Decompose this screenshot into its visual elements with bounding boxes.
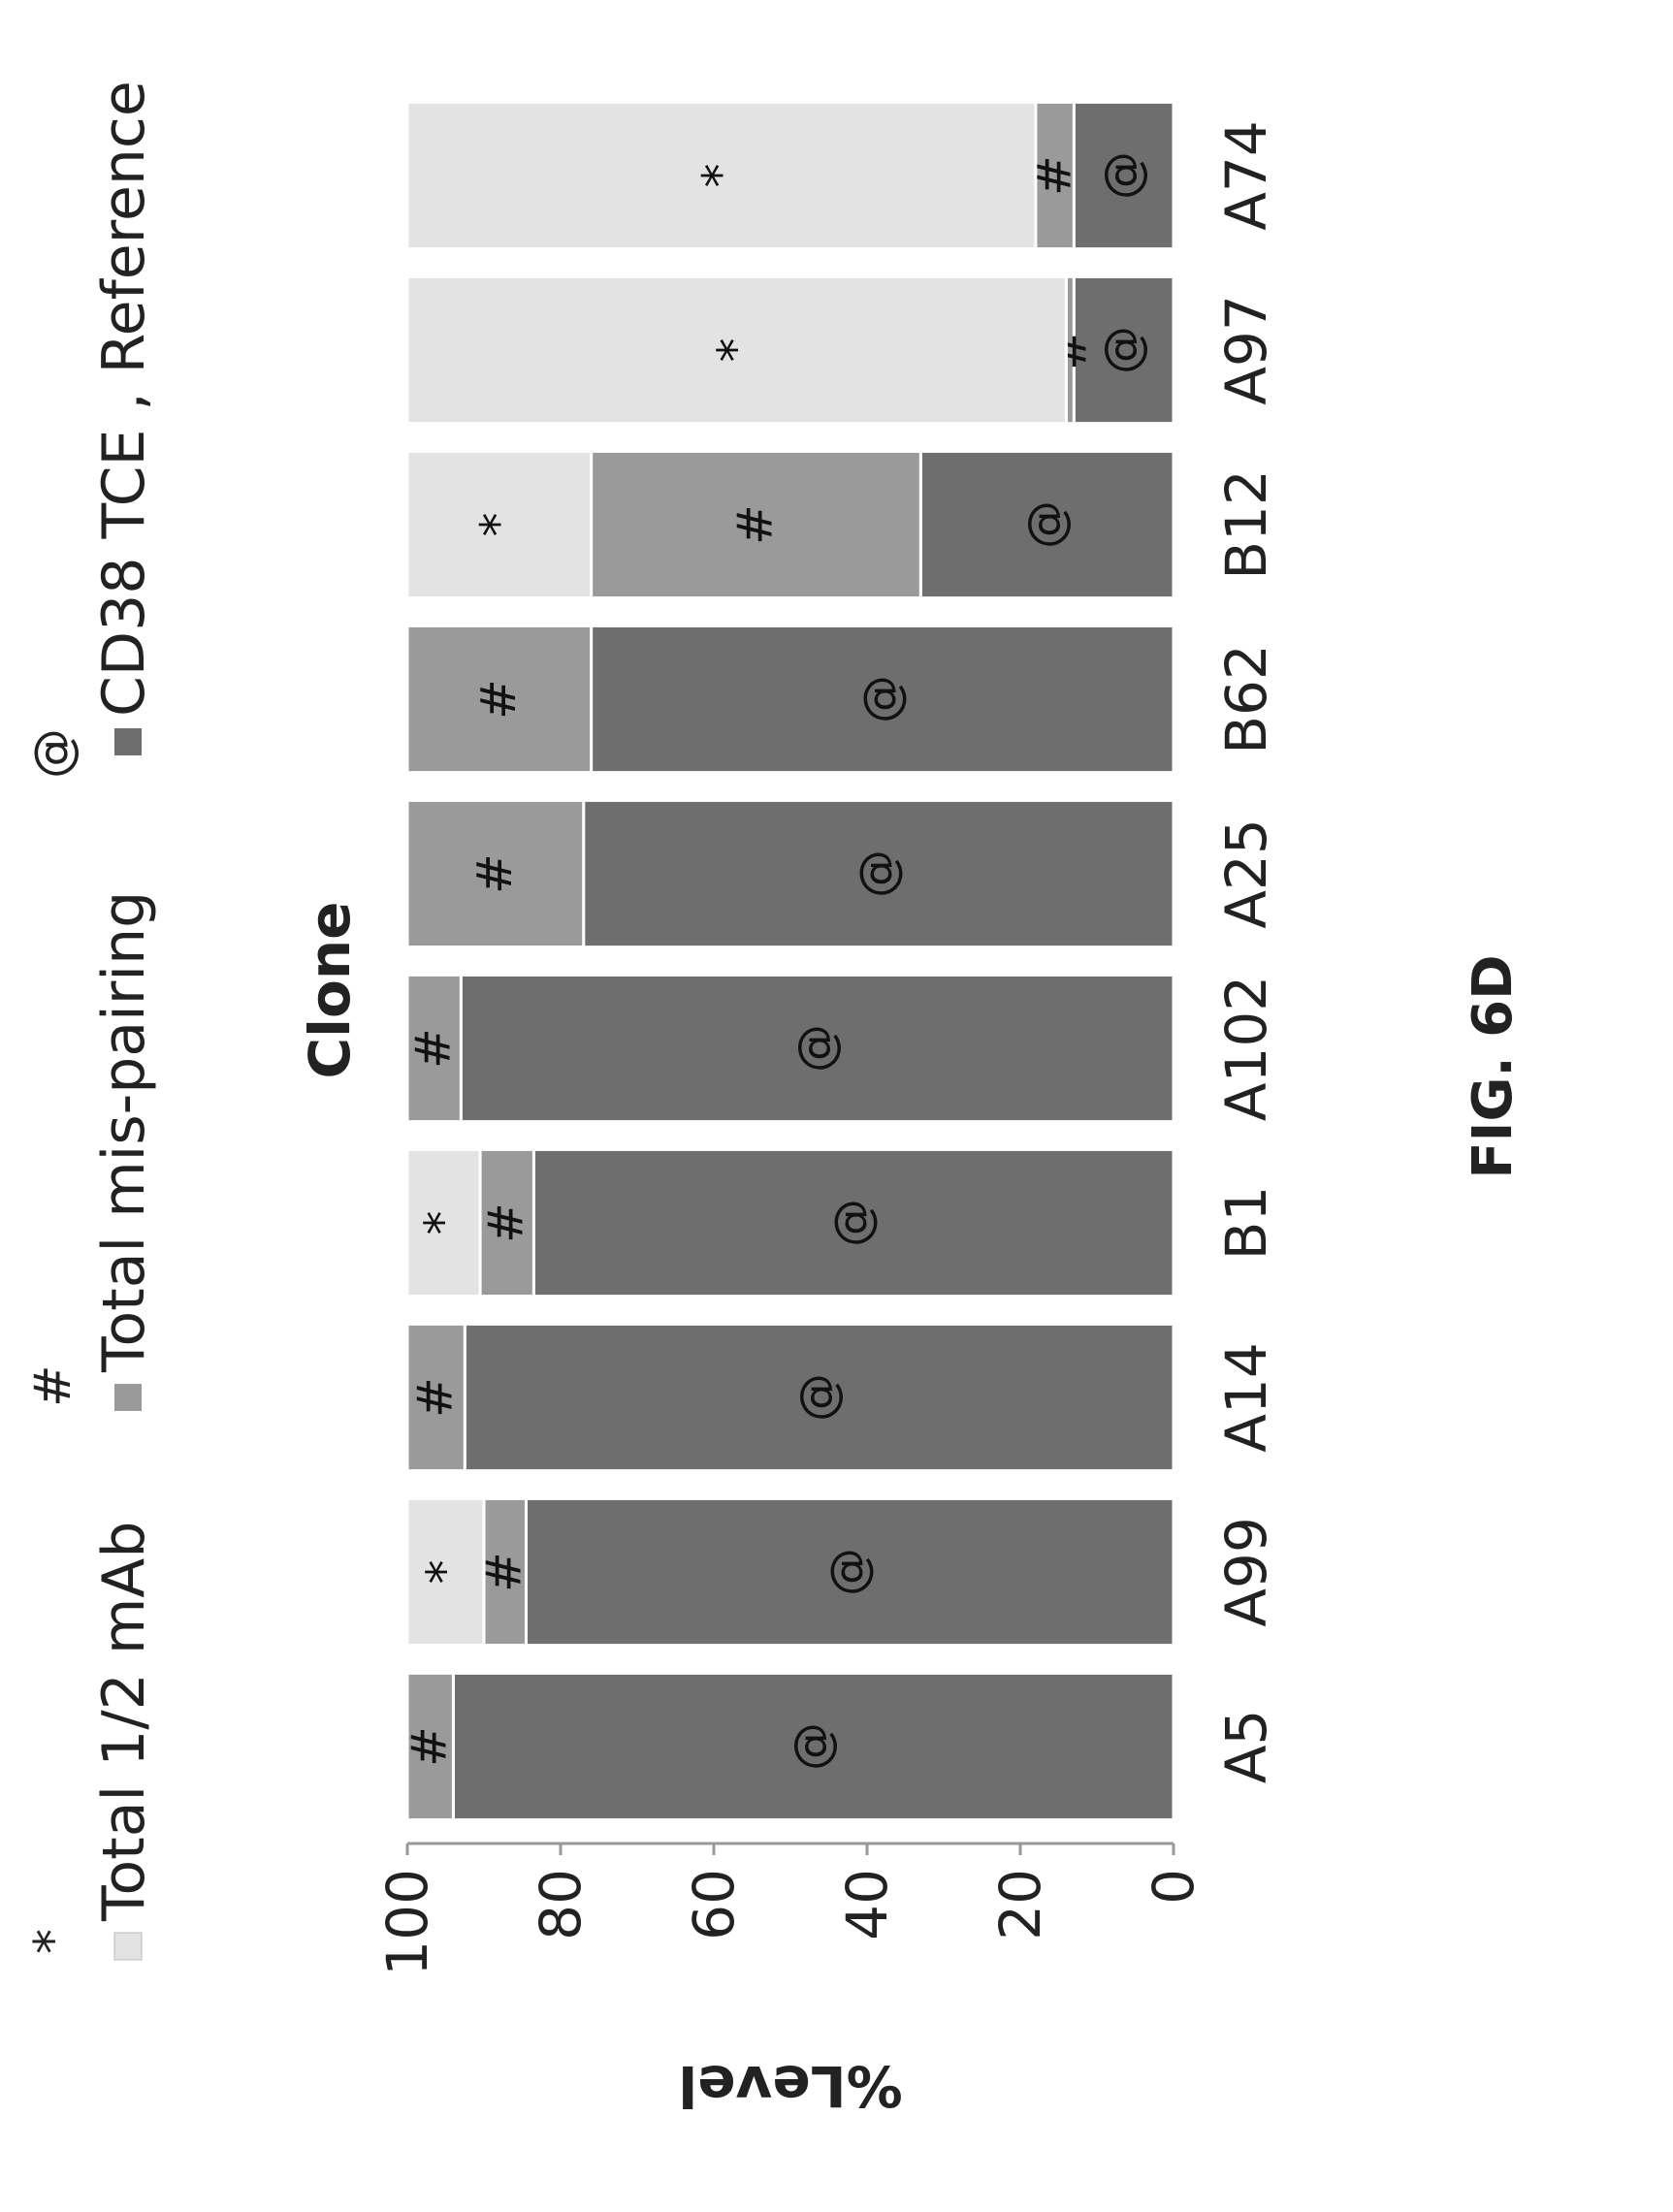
legend-item-reference: @ CD38 TCE , Reference <box>24 80 158 779</box>
category-label-A25: A25 <box>1213 818 1279 928</box>
category-label-B62: B62 <box>1213 644 1279 754</box>
bar-marker-A97-series-2: * <box>708 338 764 363</box>
y-tick-label-80: 80 <box>528 1869 594 1940</box>
bar-marker-A25-series-1: # <box>467 853 523 894</box>
y-axis-title: %Level <box>678 2053 902 2119</box>
bar-marker-A99-series-0: @ <box>820 1548 877 1596</box>
y-tick-label-0: 0 <box>1141 1869 1206 1905</box>
bar-A14-series-1 <box>405 1322 467 1473</box>
bar-marker-A14-series-1: # <box>407 1377 464 1418</box>
bar-marker-A74-series-0: @ <box>1095 151 1151 200</box>
bar-marker-A25-series-0: @ <box>850 850 906 898</box>
bar-B1-series-2 <box>405 1147 482 1298</box>
x-axis-title: Clone <box>297 902 363 1079</box>
bar-marker-A99-series-2: * <box>417 1560 473 1585</box>
category-label-A99: A99 <box>1213 1517 1279 1626</box>
y-tick-label-40: 40 <box>834 1869 900 1940</box>
category-label-B1: B1 <box>1213 1186 1279 1261</box>
legend-marker-at: @ <box>24 728 82 779</box>
bar-B12-series-2 <box>405 449 594 600</box>
category-label-A102: A102 <box>1213 976 1279 1121</box>
bars-group: @#@#*@#@#*@#@#@#@#*@#*@#* <box>402 100 1175 1822</box>
bar-A5-series-1 <box>405 1671 455 1822</box>
y-tick-label-20: 20 <box>987 1869 1053 1940</box>
category-label-B12: B12 <box>1213 469 1279 580</box>
legend-swatch-reference <box>114 728 142 755</box>
bar-marker-B12-series-1: # <box>726 504 783 545</box>
category-labels: A5 A99 A14 B1 A102 A25 B62 B12 A97 A74 <box>1213 120 1279 1783</box>
category-label-A97: A97 <box>1213 295 1279 404</box>
y-axis: 0 20 40 60 80 100 <box>374 1842 1206 1976</box>
bar-marker-B1-series-0: @ <box>824 1199 881 1247</box>
bar-B62-series-1 <box>405 624 594 775</box>
bar-A25-series-1 <box>405 798 586 949</box>
legend-swatch-mispairing <box>114 1384 142 1411</box>
bar-marker-A5-series-1: # <box>402 1726 458 1767</box>
bar-A74-series-2 <box>405 100 1038 251</box>
bar-marker-A74-series-2: * <box>692 164 749 188</box>
legend-swatch-half-mab <box>113 1932 143 1961</box>
bar-marker-B62-series-0: @ <box>853 675 910 723</box>
figure-label: FIG. 6D <box>1462 954 1525 1178</box>
bar-marker-B1-series-1: # <box>478 1202 534 1243</box>
y-tick-label-100: 100 <box>374 1869 440 1976</box>
legend-item-half-mab: * Total 1/2 mAb <box>24 1522 158 1961</box>
bar-A99-series-2 <box>405 1496 486 1648</box>
legend-label-reference: CD38 TCE , Reference <box>90 80 158 717</box>
category-label-A5: A5 <box>1213 1710 1279 1784</box>
legend-marker-star: * <box>24 1929 82 1954</box>
legend-marker-hash: # <box>24 1364 82 1407</box>
category-label-A74: A74 <box>1213 120 1279 230</box>
legend: * Total 1/2 mAb # Total mis-pairing @ CD… <box>24 80 158 1961</box>
legend-item-mispairing: # Total mis-pairing <box>24 891 158 1411</box>
bar-marker-B12-series-0: @ <box>1018 500 1075 549</box>
bar-marker-A102-series-1: # <box>405 1028 462 1069</box>
bar-marker-B62-series-1: # <box>470 679 527 720</box>
legend-label-half-mab: Total 1/2 mAb <box>90 1522 158 1922</box>
bar-marker-A14-series-0: @ <box>790 1373 847 1422</box>
bar-A102-series-1 <box>405 973 463 1124</box>
bar-marker-B12-series-2: * <box>470 513 527 537</box>
legend-label-mispairing: Total mis-pairing <box>90 891 158 1373</box>
bar-marker-A5-series-0: @ <box>785 1722 841 1771</box>
bar-marker-B1-series-2: * <box>415 1211 471 1235</box>
bar-marker-A102-series-0: @ <box>788 1024 845 1073</box>
bar-marker-A97-series-0: @ <box>1095 326 1151 374</box>
bar-A97-series-2 <box>405 274 1068 426</box>
rotated-chart-group: * Total 1/2 mAb # Total mis-pairing @ CD… <box>24 80 1279 2119</box>
category-label-A14: A14 <box>1213 1342 1279 1452</box>
y-tick-label-60: 60 <box>681 1869 747 1940</box>
